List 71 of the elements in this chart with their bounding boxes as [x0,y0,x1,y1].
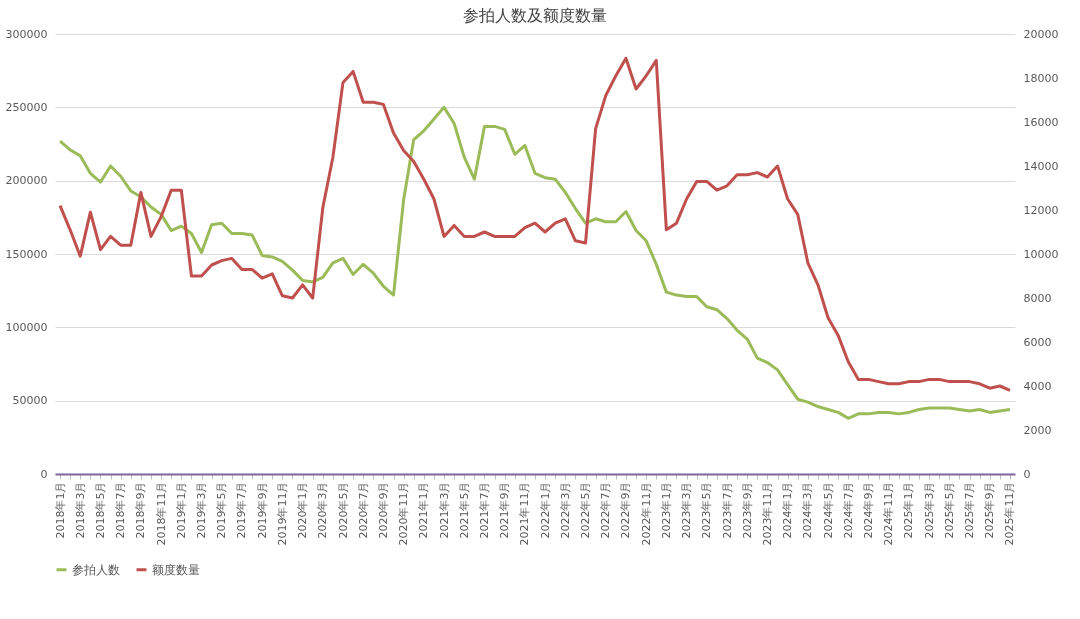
y2-tick-label: 0 [1023,467,1031,481]
x-tick-label: 2025年7月 [963,481,977,539]
y-tick-label: 100000 [5,320,48,334]
x-tick-label: 2022年3月 [558,481,572,539]
x-tick-label: 2022年1月 [538,481,552,539]
x-tick-label: 2022年5月 [579,481,593,539]
x-tick-label: 2024年9月 [861,481,875,539]
x-tick-label: 2024年7月 [841,481,855,539]
x-tick-label: 2025年1月 [902,481,916,539]
x-tick-label: 2024年5月 [821,481,835,539]
y2-tick-label: 8000 [1023,291,1052,305]
y-tick-label: 50000 [12,394,48,408]
y2-tick-label: 4000 [1023,379,1052,393]
y2-tick-label: 10000 [1023,247,1059,261]
x-tick-label: 2021年7月 [477,481,491,539]
legend-label: 额度数量 [152,562,200,577]
x-tick-label: 2025年3月 [922,481,936,539]
x-tick-label: 2018年1月 [53,481,67,539]
x-tick-label: 2023年11月 [760,481,774,546]
x-tick-label: 2021年3月 [437,481,451,539]
x-tick-label: 2024年11月 [882,481,896,546]
x-tick-label: 2020年5月 [336,481,350,539]
x-tick-label: 2018年11月 [154,481,168,546]
x-tick-label: 2022年9月 [619,481,633,539]
x-tick-label: 2024年1月 [781,481,795,539]
x-tick-label: 2019年3月 [195,481,209,539]
x-tick-label: 2023年1月 [659,481,673,539]
x-tick-label: 2019年1月 [174,481,188,539]
x-tick-label: 2019年5月 [215,481,229,539]
y2-tick-label: 2000 [1023,423,1052,437]
x-tick-label: 2018年3月 [73,481,87,539]
x-tick-label: 2019年11月 [275,481,289,546]
x-tick-label: 2023年7月 [720,481,734,539]
x-tick-label: 2021年11月 [518,481,532,546]
x-tick-label: 2020年3月 [316,481,330,539]
legend-label: 参拍人数 [72,562,120,577]
y2-tick-label: 18000 [1023,71,1059,85]
y-tick-label: 200000 [5,174,48,188]
line-series [58,105,1012,420]
x-tick-label: 2024年3月 [801,481,815,539]
y-tick-label: 300000 [5,27,48,41]
chart-title: 参拍人数及额度数量 [463,6,607,25]
x-tick-label: 2023年9月 [740,481,754,539]
x-tick-label: 2018年7月 [114,481,128,539]
x-tick-label: 2020年1月 [296,481,310,539]
x-tick-label: 2021年1月 [417,481,431,539]
y2-tick-label: 20000 [1023,27,1059,41]
x-tick-label: 2025年11月 [1003,481,1017,546]
x-tick-label: 2019年9月 [255,481,269,539]
y-tick-label: 250000 [5,100,48,114]
x-tick-label: 2023年3月 [680,481,694,539]
x-tick-label: 2021年5月 [457,481,471,539]
y-tick-label: 0 [40,467,48,481]
y2-tick-label: 6000 [1023,335,1052,349]
y-tick-label: 150000 [5,247,48,261]
y2-tick-label: 12000 [1023,203,1059,217]
line-series [58,56,1012,392]
x-tick-label: 2021年9月 [498,481,512,539]
x-tick-label: 2022年11月 [639,481,653,546]
x-tick-label: 2020年11月 [397,481,411,546]
y2-tick-label: 16000 [1023,115,1059,129]
y2-tick-label: 14000 [1023,159,1059,173]
x-tick-label: 2020年7月 [356,481,370,539]
x-tick-label: 2022年7月 [599,481,613,539]
x-tick-label: 2018年5月 [93,481,107,539]
x-tick-label: 2025年5月 [942,481,956,539]
x-tick-label: 2023年5月 [700,481,714,539]
x-tick-label: 2018年9月 [134,481,148,539]
x-tick-label: 2019年7月 [235,481,249,539]
x-tick-label: 2020年9月 [376,481,390,539]
x-tick-label: 2025年9月 [983,481,997,539]
